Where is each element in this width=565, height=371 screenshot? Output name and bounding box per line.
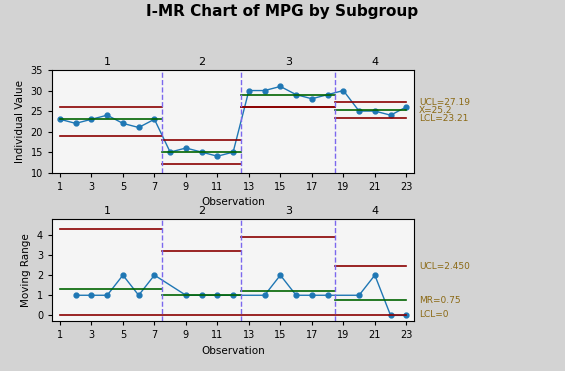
Text: MR=0.75: MR=0.75: [419, 296, 460, 305]
Text: 2: 2: [198, 206, 205, 216]
Text: UCL=2.450: UCL=2.450: [419, 262, 470, 270]
Text: LCL=23.21: LCL=23.21: [419, 114, 468, 123]
Text: 4: 4: [371, 57, 379, 67]
Text: 1: 1: [104, 206, 111, 216]
Text: 2: 2: [198, 57, 205, 67]
Text: LCL=0: LCL=0: [419, 310, 449, 319]
Text: 3: 3: [285, 206, 292, 216]
Text: UCL=27.19: UCL=27.19: [419, 98, 470, 106]
Text: I-MR Chart of MPG by Subgroup: I-MR Chart of MPG by Subgroup: [146, 4, 419, 19]
X-axis label: Observation: Observation: [201, 346, 265, 356]
Text: 4: 4: [371, 206, 379, 216]
Y-axis label: Individual Value: Individual Value: [15, 80, 25, 163]
Text: 1: 1: [104, 57, 111, 67]
Text: 3: 3: [285, 57, 292, 67]
X-axis label: Observation: Observation: [201, 197, 265, 207]
Y-axis label: Moving Range: Moving Range: [21, 233, 31, 307]
Text: X=25.2: X=25.2: [419, 106, 453, 115]
